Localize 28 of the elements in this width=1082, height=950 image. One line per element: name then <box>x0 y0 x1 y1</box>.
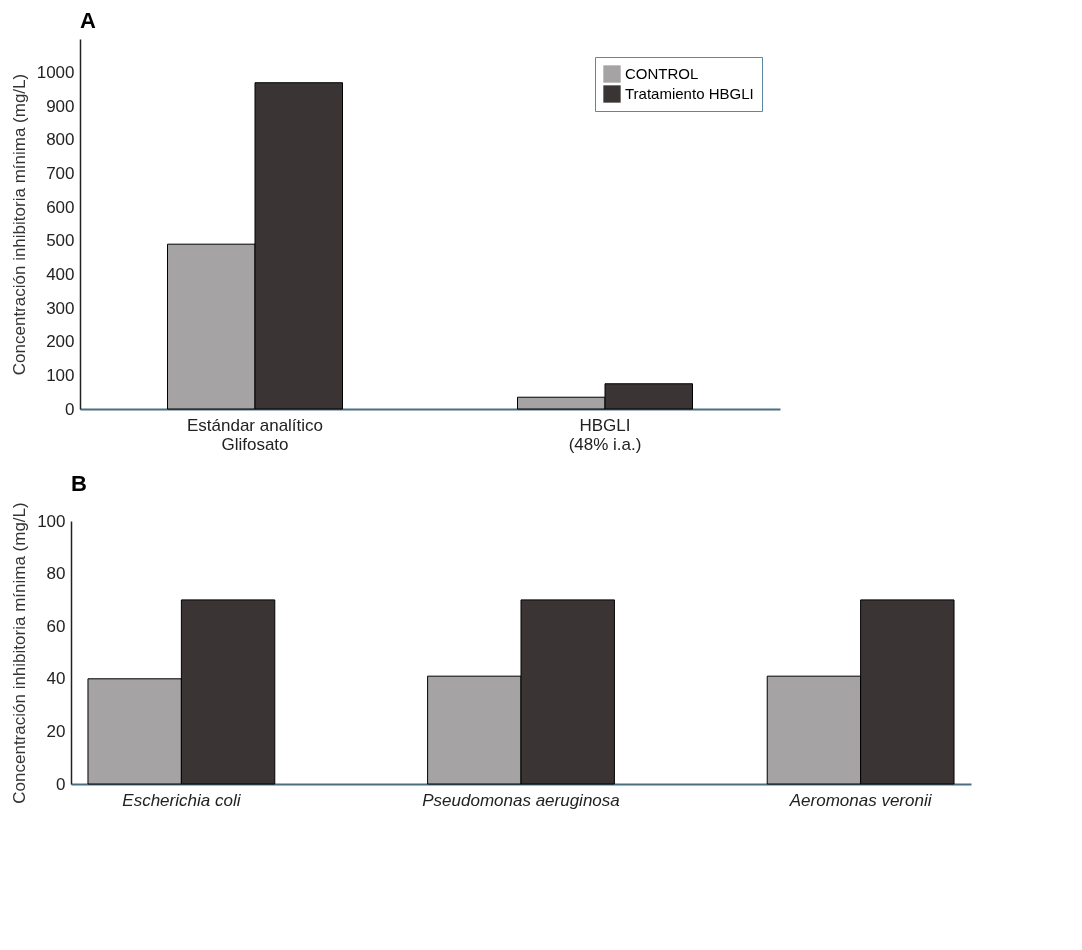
y-axis-title: Concentración inhibitoria mínima (mg/L) <box>9 73 29 376</box>
chart-title: A <box>80 8 96 33</box>
y-tick-label: 400 <box>46 264 75 284</box>
chart-title: B <box>71 470 87 496</box>
y-tick-label: 0 <box>65 399 75 419</box>
x-tick-label: Pseudomonas aeruginosa <box>422 790 620 810</box>
y-axis-title: Concentración inhibitoria mínima (mg/L) <box>10 502 30 804</box>
y-tick-label: 100 <box>37 511 66 531</box>
legend-label: CONTROL <box>625 65 699 82</box>
y-tick-label: 20 <box>46 721 66 741</box>
y-tick-label: 100 <box>46 365 75 385</box>
y-tick-label: 800 <box>46 130 75 150</box>
x-tick-label: Aeromonas veronii <box>788 790 933 810</box>
y-tick-label: 40 <box>46 669 66 689</box>
y-tick-label: 700 <box>46 164 75 184</box>
x-tick-label: Escherichia coli <box>122 790 242 810</box>
y-tick-label: 0 <box>56 774 66 794</box>
x-tick-label: HBGLI (48% i.a.) <box>568 415 642 454</box>
y-tick-label: 60 <box>46 616 66 636</box>
y-tick-label: 500 <box>46 231 75 251</box>
y-tick-label: 200 <box>46 332 75 352</box>
y-tick-label: 1000 <box>36 63 75 83</box>
y-tick-label: 900 <box>46 96 75 116</box>
legend-label: Tratamiento HBGLI <box>625 85 754 102</box>
y-tick-label: 300 <box>46 298 75 318</box>
y-tick-label: 600 <box>46 197 75 217</box>
x-tick-label: Estándar analítico Glifosato <box>186 415 324 454</box>
y-tick-label: 80 <box>46 564 66 584</box>
